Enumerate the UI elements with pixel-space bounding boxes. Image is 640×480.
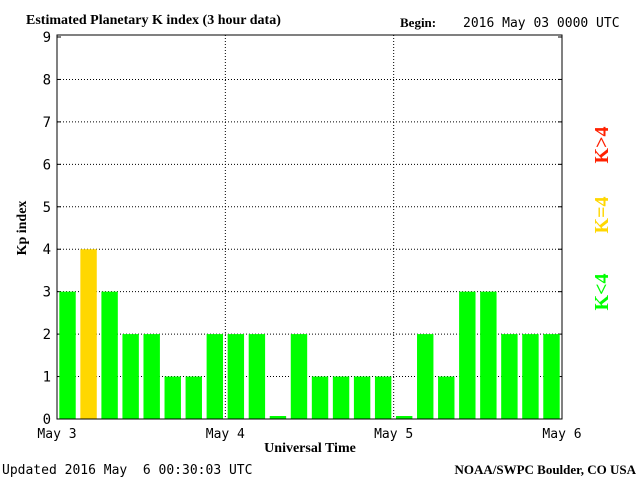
legend-label: K>4 — [591, 127, 613, 164]
y-tick-label: 2 — [43, 327, 51, 343]
bar — [164, 376, 181, 419]
y-tick-label: 3 — [43, 285, 51, 301]
bar — [459, 291, 476, 419]
legend-label: K=4 — [591, 197, 613, 234]
bar — [522, 334, 539, 419]
y-tick-label: 6 — [43, 157, 51, 173]
bar — [185, 376, 202, 419]
bar — [80, 249, 97, 419]
x-tick-label: May 3 — [37, 427, 76, 442]
bar — [480, 291, 497, 419]
chart-title: Estimated Planetary K index (3 hour data… — [26, 13, 281, 28]
y-tick-label: 9 — [43, 30, 51, 46]
bar — [438, 376, 455, 419]
bar — [143, 334, 160, 419]
bar — [332, 376, 350, 419]
bar — [227, 334, 245, 419]
x-tick-label: May 4 — [206, 427, 245, 442]
x-axis-label: Universal Time — [264, 441, 356, 456]
plot-frame — [56, 34, 563, 420]
bar — [101, 291, 118, 419]
bar — [543, 334, 560, 419]
bar — [290, 334, 308, 419]
y-tick-label: 4 — [43, 242, 51, 258]
y-tick-label: 8 — [43, 72, 51, 88]
y-tick-label: 1 — [43, 370, 51, 386]
bar — [353, 376, 371, 419]
bar — [122, 334, 139, 419]
x-tick-label: May 6 — [542, 427, 581, 442]
legend-label: K<4 — [591, 274, 613, 311]
bar — [269, 416, 287, 419]
bar — [59, 291, 76, 419]
y-tick-label: 0 — [43, 412, 51, 428]
source: NOAA/SWPC Boulder, CO USA — [454, 462, 636, 477]
bar — [311, 376, 329, 419]
x-tick-label: May 5 — [374, 427, 413, 442]
y-axis-label: Kp index — [15, 201, 30, 256]
updated: Updated 2016 May 6 00:30:03 UTC — [2, 463, 252, 478]
bar — [248, 334, 266, 419]
bar — [206, 334, 224, 419]
bar — [417, 334, 434, 419]
y-tick-label: 7 — [43, 115, 51, 131]
bar — [501, 334, 518, 419]
begin-label: Begin: — [400, 15, 436, 30]
y-tick-label: 5 — [43, 200, 51, 216]
bar — [374, 376, 392, 419]
bar — [395, 416, 413, 419]
begin-date: 2016 May 03 0000 UTC — [463, 16, 620, 31]
